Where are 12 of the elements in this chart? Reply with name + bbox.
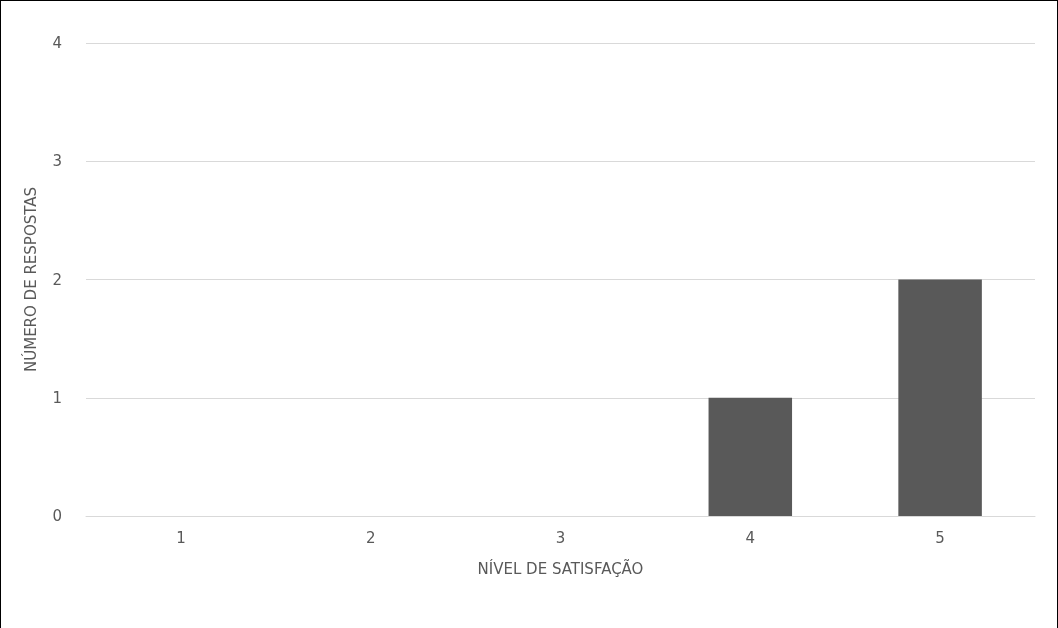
y-tick-label: 4: [52, 34, 62, 52]
y-tick-label: 3: [52, 152, 62, 171]
x-tick-label: 4: [745, 528, 756, 547]
x-tick-label: 3: [555, 528, 566, 547]
x-tick-label: 2: [365, 528, 376, 547]
y-tick-label: 1: [52, 388, 62, 407]
y-tick-label: 2: [52, 270, 62, 289]
x-tick-label: 5: [935, 528, 945, 547]
y-axis-title: NÚMERO DE RESPOSTAS: [20, 187, 40, 372]
y-tick-label: 0: [52, 507, 62, 525]
x-tick-label: 1: [176, 528, 186, 547]
x-axis-title: NÍVEL DE SATISFAÇÃO: [477, 558, 644, 578]
